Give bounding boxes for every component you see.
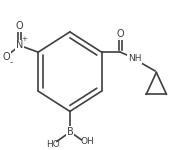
Text: O: O bbox=[16, 21, 24, 31]
Text: OH: OH bbox=[80, 136, 94, 146]
Text: O: O bbox=[3, 52, 10, 62]
Text: B: B bbox=[66, 127, 73, 137]
Text: NH: NH bbox=[128, 54, 141, 63]
Text: O: O bbox=[117, 29, 124, 39]
Text: HO: HO bbox=[46, 140, 59, 149]
Text: -: - bbox=[9, 58, 12, 68]
Text: N: N bbox=[16, 40, 23, 50]
Text: +: + bbox=[21, 36, 27, 42]
